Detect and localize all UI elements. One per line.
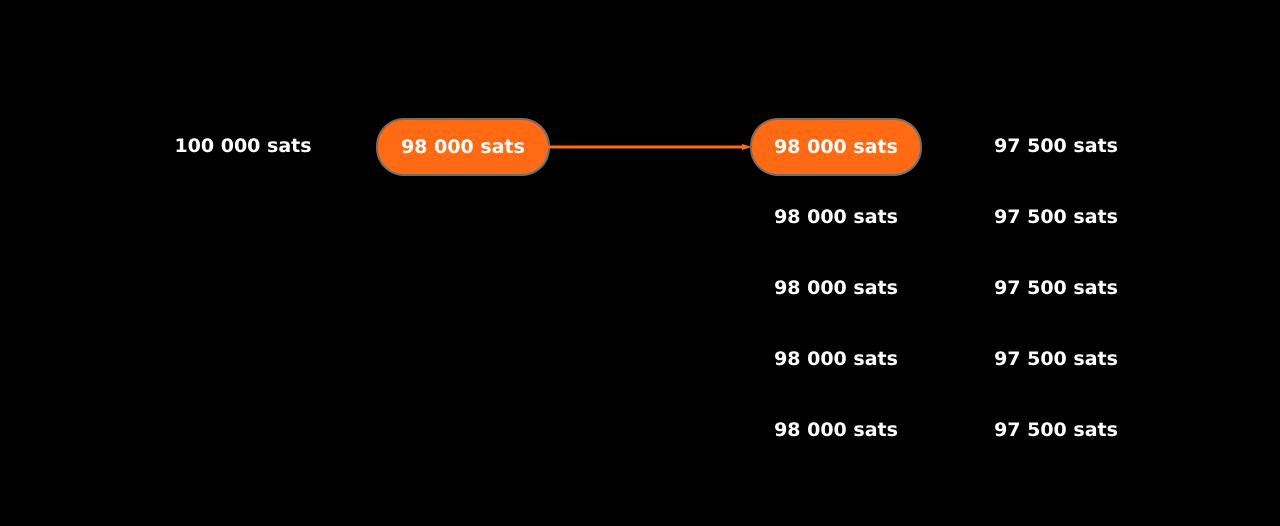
column-97500-item-1: 97 500 sats bbox=[994, 135, 1118, 157]
column-97500-item-3: 97 500 sats bbox=[994, 277, 1118, 299]
column-98000-item-4: 98 000 sats bbox=[774, 348, 898, 370]
column-97500-item-4: 97 500 sats bbox=[994, 348, 1118, 370]
column-97500-item-5: 97 500 sats bbox=[994, 419, 1118, 441]
selected-node-pill: 98 000 sats bbox=[378, 120, 548, 174]
column-98000-item-3: 98 000 sats bbox=[774, 277, 898, 299]
column-98000-item-1: 98 000 sats bbox=[752, 120, 920, 174]
column-97500-item-2: 97 500 sats bbox=[994, 206, 1118, 228]
column-98000-item-5: 98 000 sats bbox=[774, 419, 898, 441]
connector-line bbox=[546, 145, 746, 149]
connector-arrow bbox=[546, 144, 752, 150]
initial-amount-label: 100 000 sats bbox=[174, 135, 312, 157]
column-98000-item-2: 98 000 sats bbox=[774, 206, 898, 228]
connector-arrowhead bbox=[742, 144, 752, 150]
